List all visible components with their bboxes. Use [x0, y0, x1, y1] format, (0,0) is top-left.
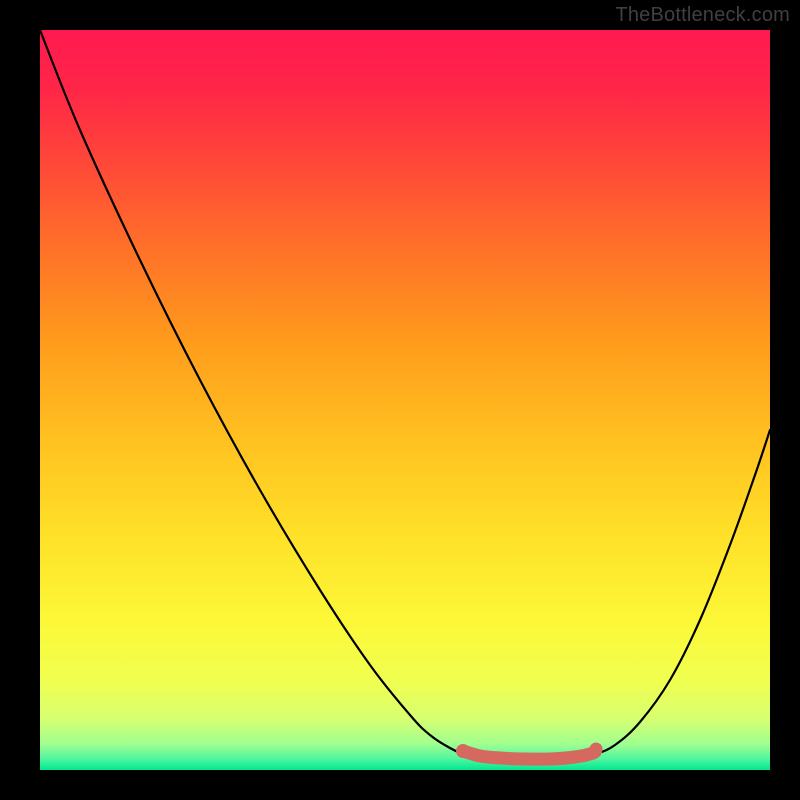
- chart-container: TheBottleneck.com: [0, 0, 800, 800]
- optimal-point-marker: [456, 744, 470, 758]
- gradient-background: [40, 30, 770, 770]
- attribution-label: TheBottleneck.com: [615, 4, 790, 27]
- bottleneck-chart: [0, 0, 800, 800]
